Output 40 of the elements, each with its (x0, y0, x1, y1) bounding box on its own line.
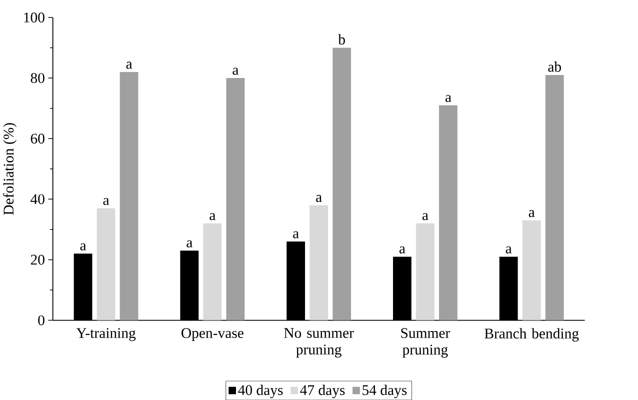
bar (310, 205, 328, 320)
data-label: b (338, 34, 345, 44)
y-tick-label: 40 (30, 194, 44, 204)
x-tick-label: Open-vase (182, 328, 244, 341)
bar (439, 105, 458, 320)
y-tick-label: 100 (24, 12, 44, 22)
bar (120, 72, 138, 320)
bar (96, 208, 116, 320)
data-label: a (186, 240, 192, 248)
y-tick-label: 0 (38, 315, 44, 326)
data-label: a (232, 68, 239, 75)
legend-label: 54 days (362, 384, 407, 398)
legend-label: 47 days (300, 384, 345, 398)
legend-label: 40 days (238, 384, 283, 398)
x-tick-label: Y-training (76, 328, 136, 341)
data-label: a (293, 231, 299, 238)
y-axis-title: Defoliation (%) (3, 123, 17, 215)
data-label: a (506, 246, 512, 254)
data-label: a (316, 194, 322, 202)
bar (226, 78, 245, 320)
data-label: a (80, 243, 86, 250)
bar (332, 48, 352, 320)
bar (416, 223, 434, 320)
bar (545, 74, 564, 320)
data-label: a (422, 213, 428, 220)
x-tick-label: Summer pruning (401, 328, 450, 358)
data-label: a (126, 62, 132, 69)
x-tick-label: Branch bending (484, 328, 579, 342)
data-label: a (399, 246, 406, 254)
bar (522, 220, 541, 320)
data-label: a (103, 198, 110, 205)
data-label: a (528, 210, 535, 218)
bar (203, 223, 222, 320)
data-label: a (210, 213, 216, 220)
data-label: a (445, 94, 452, 102)
y-tick-label: 60 (30, 134, 44, 144)
data-label: ab (548, 61, 561, 72)
y-tick-label: 20 (30, 254, 44, 265)
y-tick-label: 80 (30, 73, 44, 83)
x-tick-label: No summer pruning (284, 328, 354, 358)
